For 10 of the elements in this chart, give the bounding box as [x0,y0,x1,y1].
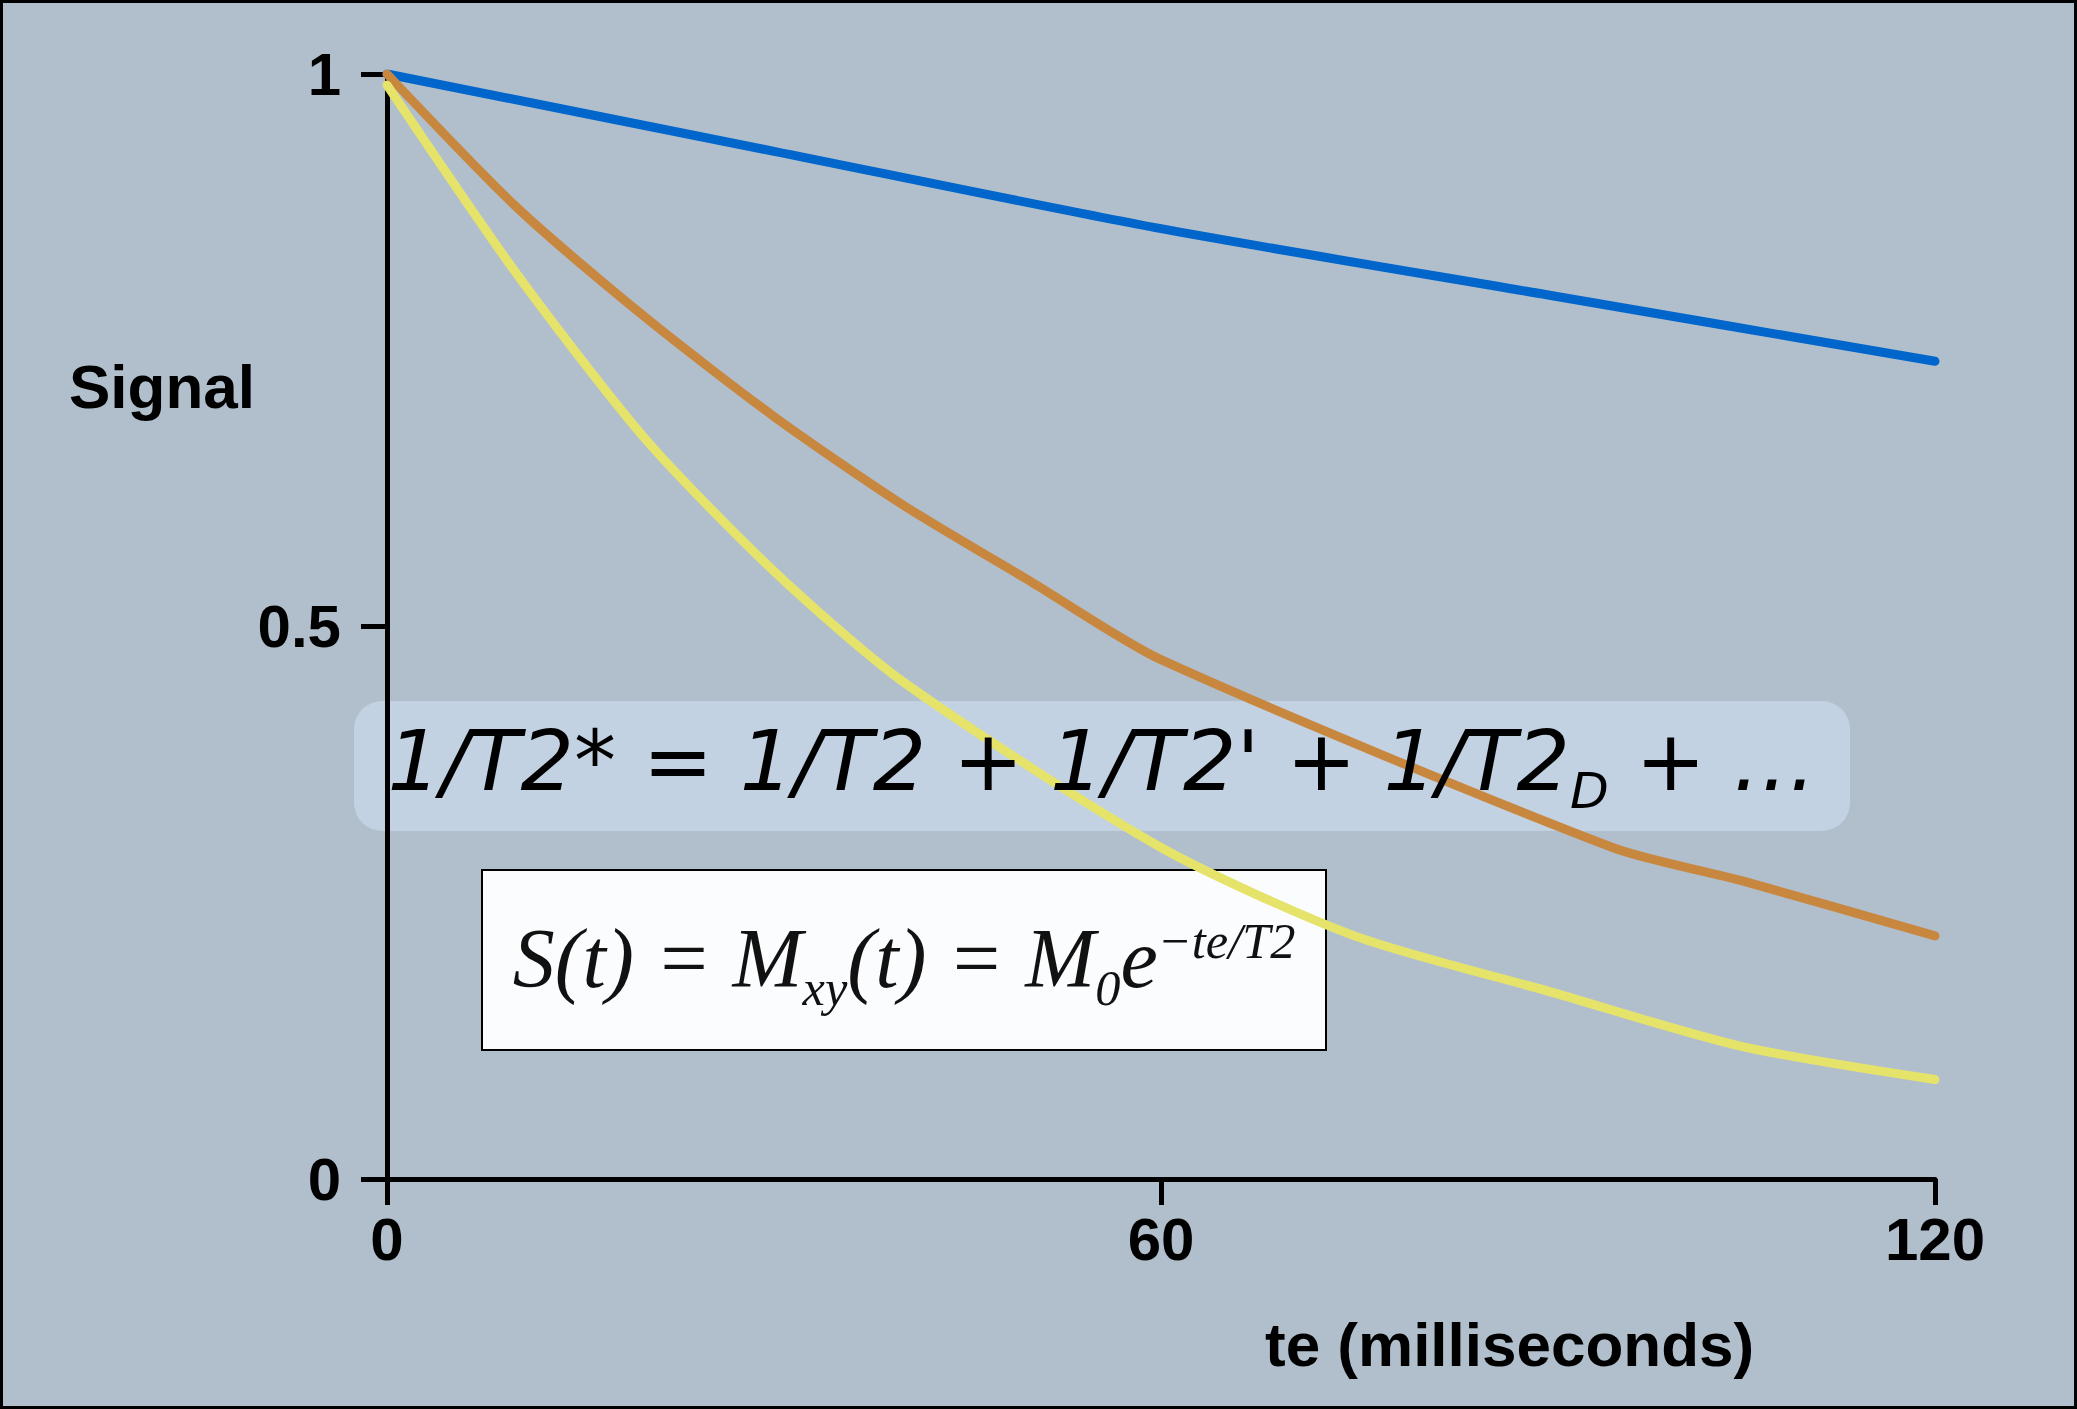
y-tick-label: 0 [307,1145,341,1213]
x-tick-label: 60 [1127,1205,1195,1273]
x-axis-title: te (milliseconds) [1265,1309,1755,1379]
annotation: 1/T2* = 1/T2 + 1/T2' + 1/T2$_{D}$ + … [387,712,1817,820]
y-tick-label: 0.5 [257,593,341,660]
y-axis-title: Signal [69,351,256,421]
annotation: S(t) = M$_{xy}$(t) = M$_{0}$e$^{−te/T2}$ [512,911,1296,1017]
x-tick-label: 0 [370,1205,404,1273]
x-tick-label: 120 [1884,1205,1986,1273]
y-tick-label: 1 [307,40,341,108]
